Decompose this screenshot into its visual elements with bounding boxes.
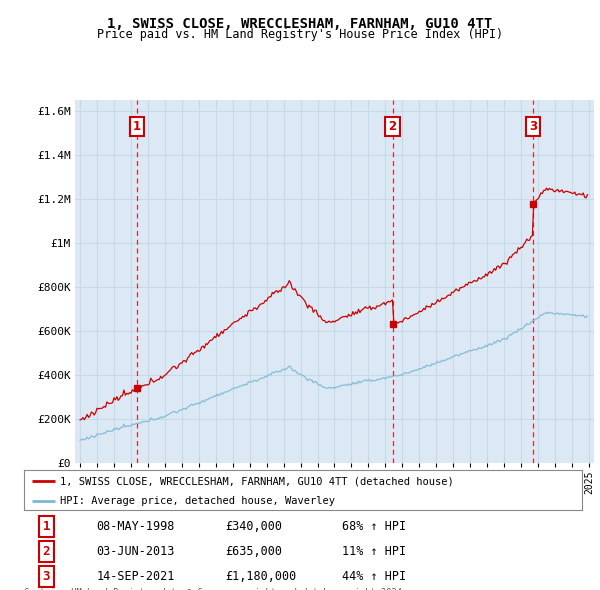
Text: £635,000: £635,000 <box>225 545 282 558</box>
Text: 08-MAY-1998: 08-MAY-1998 <box>97 520 175 533</box>
Text: HPI: Average price, detached house, Waverley: HPI: Average price, detached house, Wave… <box>60 496 335 506</box>
Text: 1: 1 <box>43 520 50 533</box>
Text: 11% ↑ HPI: 11% ↑ HPI <box>342 545 406 558</box>
Text: 44% ↑ HPI: 44% ↑ HPI <box>342 570 406 584</box>
Text: 03-JUN-2013: 03-JUN-2013 <box>97 545 175 558</box>
Text: 14-SEP-2021: 14-SEP-2021 <box>97 570 175 584</box>
Text: £1,180,000: £1,180,000 <box>225 570 296 584</box>
Text: Price paid vs. HM Land Registry's House Price Index (HPI): Price paid vs. HM Land Registry's House … <box>97 28 503 41</box>
Text: 1, SWISS CLOSE, WRECCLESHAM, FARNHAM, GU10 4TT (detached house): 1, SWISS CLOSE, WRECCLESHAM, FARNHAM, GU… <box>60 476 454 486</box>
Text: 3: 3 <box>43 570 50 584</box>
Text: Contains HM Land Registry data © Crown copyright and database right 2024.: Contains HM Land Registry data © Crown c… <box>24 588 407 590</box>
Text: 1, SWISS CLOSE, WRECCLESHAM, FARNHAM, GU10 4TT: 1, SWISS CLOSE, WRECCLESHAM, FARNHAM, GU… <box>107 17 493 31</box>
Text: 1: 1 <box>133 120 141 133</box>
Text: 3: 3 <box>529 120 537 133</box>
Text: 68% ↑ HPI: 68% ↑ HPI <box>342 520 406 533</box>
Text: £340,000: £340,000 <box>225 520 282 533</box>
Text: 2: 2 <box>388 120 397 133</box>
Text: 2: 2 <box>43 545 50 558</box>
